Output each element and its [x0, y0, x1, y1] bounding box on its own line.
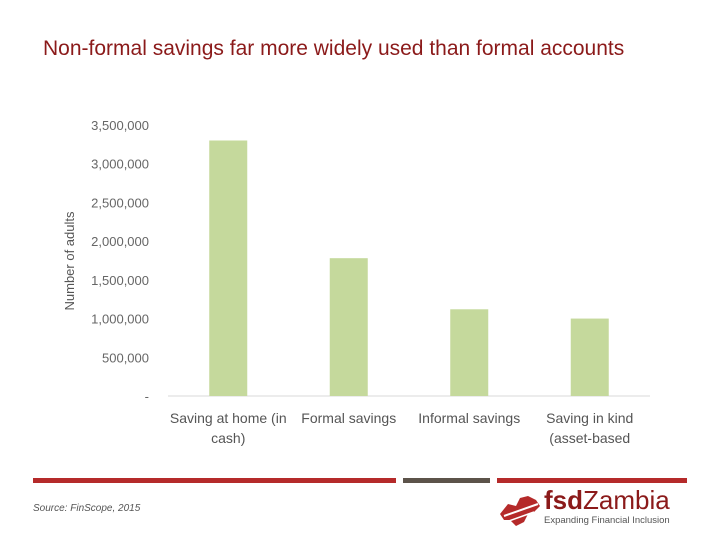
bar [570, 318, 609, 396]
logo-wordmark: fsdZambia [544, 485, 670, 515]
x-category-label: Informal savings [418, 410, 520, 426]
y-tick-label: 2,500,000 [91, 195, 149, 210]
footer-bar-dark [403, 478, 490, 483]
y-tick-label: 1,500,000 [91, 273, 149, 288]
y-axis-title: Number of adults [62, 211, 77, 310]
x-category-label: Saving in kind (asset-based [546, 410, 633, 446]
bar [329, 258, 368, 396]
y-tick-label: 3,500,000 [91, 118, 149, 133]
footer-bar-red-right [497, 478, 687, 483]
y-tick-label: - [145, 389, 149, 404]
y-tick-label: 3,000,000 [91, 157, 149, 172]
logo-fsd-text: fsd [544, 485, 583, 515]
x-category-label: Formal savings [301, 410, 396, 426]
source-note: Source: FinScope, 2015 [33, 503, 141, 514]
fsd-zambia-logo: fsdZambia Expanding Financial Inclusion [498, 485, 688, 530]
zambia-map-icon [500, 496, 540, 526]
bar [209, 140, 248, 396]
logo-tagline: Expanding Financial Inclusion [544, 515, 670, 526]
bar [450, 309, 489, 396]
y-tick-label: 500,000 [102, 350, 149, 365]
logo-zambia-text: Zambia [583, 485, 670, 515]
bar-chart: - 500,000 1,000,000 1,500,000 2,000,000 2,500… [62, 118, 650, 446]
x-category-label: Saving at home (in cash) [170, 410, 287, 446]
footer-bar-red-left [33, 478, 396, 483]
slide-title: Non-formal savings far more widely used … [43, 37, 625, 60]
y-tick-label: 2,000,000 [91, 234, 149, 249]
y-tick-label: 1,000,000 [91, 312, 149, 327]
